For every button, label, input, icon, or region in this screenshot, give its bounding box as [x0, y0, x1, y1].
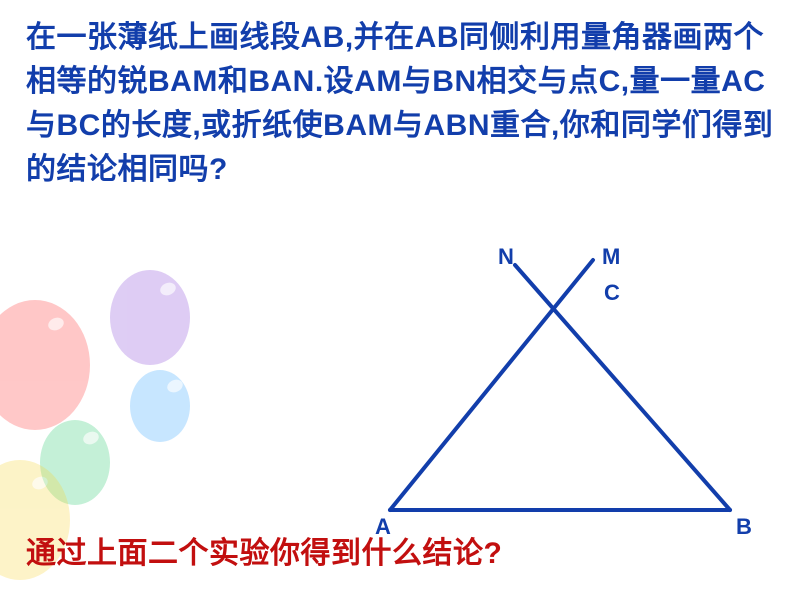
- balloon: [40, 420, 110, 505]
- balloon: [130, 370, 190, 442]
- balloon: [0, 300, 90, 430]
- label-N: N: [498, 244, 514, 270]
- slide: 在一张薄纸上画线段AB,并在AB同侧利用量角器画两个相等的锐BAM和BAN.设A…: [0, 0, 800, 600]
- label-M: M: [602, 244, 620, 270]
- segment-AM: [390, 260, 593, 510]
- conclusion-text: 通过上面二个实验你得到什么结论?: [26, 528, 766, 572]
- problem-text: 在一张薄纸上画线段AB,并在AB同侧利用量角器画两个相等的锐BAM和BAN.设A…: [26, 16, 774, 192]
- segment-BN: [515, 265, 730, 510]
- balloon: [110, 270, 190, 365]
- label-C: C: [604, 280, 620, 306]
- triangle-svg: [350, 250, 770, 550]
- triangle-figure: ABMNC: [350, 250, 770, 550]
